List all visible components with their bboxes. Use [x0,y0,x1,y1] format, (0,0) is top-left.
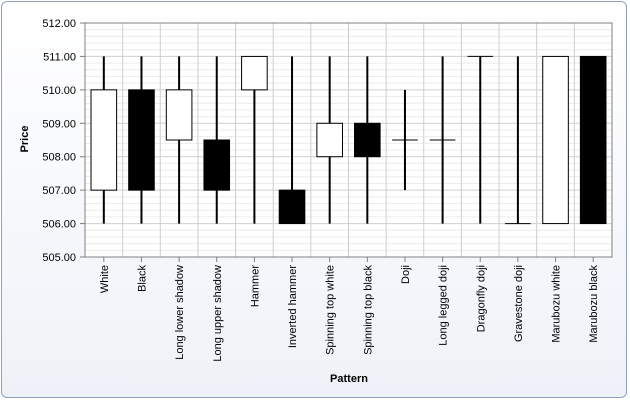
candles-layer [90,55,607,225]
y-tick-label: 507.00 [42,185,76,197]
candle-body-up [542,55,569,225]
candle-body-down [354,122,381,158]
x-tick-label: Marubozu white [551,265,563,343]
candle-body-up [241,55,268,91]
x-axis-title: Pattern [330,373,368,385]
x-tick-label: Dragonfly doji [475,265,487,332]
y-tick-label: 509.00 [42,118,76,130]
x-tick-label: Hammer [249,265,261,308]
x-tick-label: Long legged doji [438,265,450,346]
x-tick-label: Marubozu black [588,265,600,343]
grid-layer [85,23,612,257]
candle-body-up [165,89,193,141]
x-tick-label: Long lower shadow [174,265,186,360]
y-tick-label: 506.00 [42,219,76,231]
axes-layer: 505.00 506.00 507.00 508.00 509.00 510.00 511.… [42,18,613,362]
candle-body-down [203,139,231,191]
candle-body-up [90,89,118,191]
y-tick-label: 508.00 [42,152,76,164]
x-tick-label: White [99,265,111,293]
y-axis-title: Price [19,126,31,153]
x-tick-label: Doji [400,265,412,284]
x-tick-label: Inverted hammer [287,265,299,348]
y-tick-label: 512.00 [42,18,76,30]
candle-body-down [579,55,607,225]
candle-body-down [278,189,306,225]
y-tick-label: 505.00 [42,252,76,264]
x-tick-label: Spinning top black [362,265,374,355]
x-tick-label: Spinning top white [325,265,337,355]
candle-body-down [128,89,155,191]
x-tick-label: Black [136,265,148,292]
y-tick-label: 510.00 [42,85,76,97]
y-tick-label: 511.00 [43,51,76,63]
x-tick-label: Long upper shadow [212,265,224,362]
candle-body-up [316,122,343,158]
x-tick-label: Gravestone doji [513,265,525,342]
plot-border [84,22,613,258]
